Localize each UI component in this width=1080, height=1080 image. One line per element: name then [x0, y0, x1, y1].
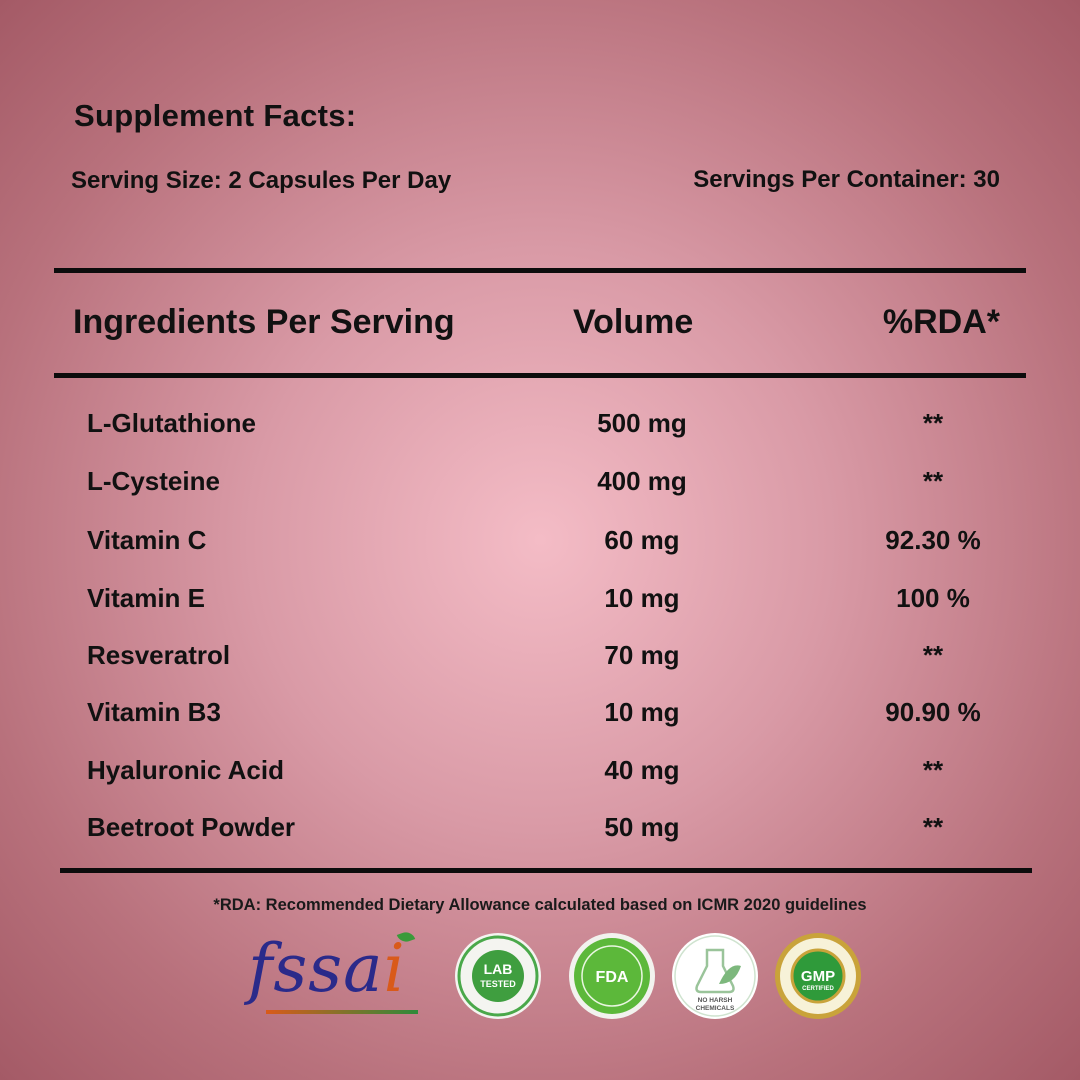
fssai-logo: fssai: [248, 929, 428, 1020]
ingredient-rda: **: [922, 755, 944, 785]
ingredient-name: Hyaluronic Acid: [87, 755, 284, 785]
table-row: Beetroot Powder 50 mg **: [0, 812, 1080, 852]
svg-text:TESTED: TESTED: [480, 979, 516, 989]
svg-text:NO HARSH: NO HARSH: [698, 997, 733, 1004]
ingredient-rda: **: [922, 408, 944, 438]
table-row: Vitamin B3 10 mg 90.90 %: [0, 697, 1080, 737]
column-header-rda: %RDA*: [882, 303, 1000, 341]
table-header-rule: [54, 373, 1026, 378]
table-row: Vitamin E 10 mg 100 %: [0, 583, 1080, 623]
ingredient-name: Vitamin E: [87, 583, 206, 613]
ingredient-rda: 100 %: [896, 583, 970, 613]
ingredient-name: Vitamin C: [87, 525, 207, 555]
table-row: Hyaluronic Acid 40 mg **: [0, 755, 1080, 795]
ingredient-volume: 500 mg: [597, 408, 687, 438]
supplement-facts-title: Supplement Facts:: [74, 98, 357, 133]
table-row: L-Cysteine 400 mg **: [0, 466, 1080, 506]
ingredient-volume: 50 mg: [604, 812, 680, 842]
ingredient-volume: 10 mg: [604, 697, 680, 727]
ingredient-volume: 400 mg: [597, 466, 687, 496]
ingredient-name: L-Cysteine: [87, 466, 220, 496]
column-header-ingredients: Ingredients Per Serving: [73, 303, 455, 341]
rda-footnote: *RDA: Recommended Dietary Allowance calc…: [213, 896, 867, 914]
serving-size: Serving Size: 2 Capsules Per Day: [71, 167, 452, 194]
no-harsh-chemicals-badge-icon: NO HARSH CHEMICALS: [671, 932, 759, 1020]
ingredient-rda: **: [922, 640, 944, 670]
fssai-wordmark: fssai: [248, 930, 406, 1007]
table-row: L-Glutathione 500 mg **: [0, 408, 1080, 448]
table-row: Vitamin C 60 mg 92.30 %: [0, 525, 1080, 565]
ingredient-volume: 40 mg: [604, 755, 680, 785]
ingredient-name: Resveratrol: [87, 640, 231, 670]
ingredient-volume: 70 mg: [604, 640, 680, 670]
lab-tested-badge-icon: LAB TESTED: [454, 932, 542, 1020]
gmp-certified-badge-icon: GMP CERTIFIED: [774, 932, 862, 1020]
ingredient-name: Beetroot Powder: [87, 812, 296, 842]
svg-text:GMP: GMP: [801, 968, 835, 985]
table-bottom-rule: [60, 868, 1032, 873]
svg-text:FDA: FDA: [596, 969, 629, 986]
svg-text:CERTIFIED: CERTIFIED: [802, 986, 834, 992]
svg-text:LAB: LAB: [484, 961, 513, 977]
ingredient-rda: **: [922, 466, 944, 496]
column-header-volume: Volume: [573, 303, 694, 341]
ingredient-volume: 60 mg: [604, 525, 680, 555]
fssai-underline: [266, 1010, 418, 1014]
ingredient-name: L-Glutathione: [87, 408, 256, 438]
ingredient-rda: 92.30 %: [885, 525, 981, 555]
ingredient-volume: 10 mg: [604, 583, 680, 613]
ingredient-name: Vitamin B3: [87, 697, 221, 727]
fda-approved-badge-icon: FDA: [568, 932, 656, 1020]
table-row: Resveratrol 70 mg **: [0, 640, 1080, 680]
svg-text:CHEMICALS: CHEMICALS: [696, 1005, 735, 1012]
servings-per-container: Servings Per Container: 30: [693, 166, 1000, 193]
ingredient-rda: **: [922, 812, 944, 842]
ingredient-rda: 90.90 %: [885, 697, 981, 727]
table-top-rule: [54, 268, 1026, 273]
